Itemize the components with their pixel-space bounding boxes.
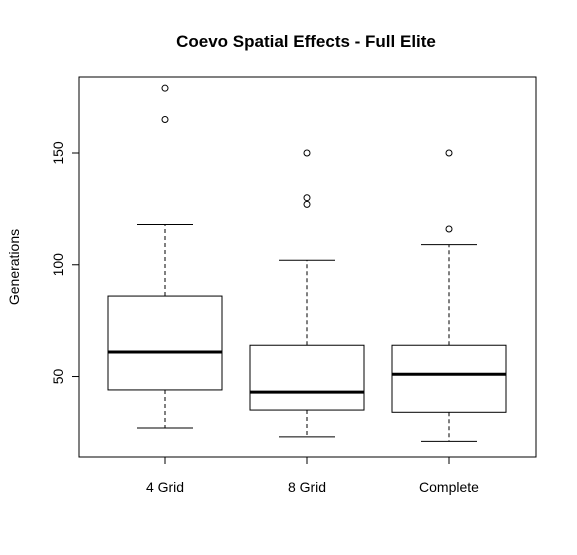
box-iqr: [107, 295, 223, 391]
x-tick-label: Complete: [419, 479, 479, 495]
chart-title: Coevo Spatial Effects - Full Elite: [176, 32, 436, 51]
outlier-point: [303, 149, 311, 157]
box-iqr: [391, 344, 507, 413]
y-tick-label: 100: [50, 253, 66, 277]
outlier-point: [161, 115, 169, 123]
outlier-point: [303, 194, 311, 202]
outlier-point: [445, 149, 453, 157]
x-tick-label: 8 Grid: [288, 479, 326, 495]
box-group: [107, 84, 223, 429]
y-tick-label: 50: [50, 369, 66, 385]
outlier-point: [303, 200, 311, 208]
outlier-point: [161, 84, 169, 92]
y-tick-label: 150: [50, 141, 66, 165]
x-tick-label: 4 Grid: [146, 479, 184, 495]
y-axis-label: Generations: [6, 229, 22, 305]
outlier-point: [445, 225, 453, 233]
box-group: [249, 149, 365, 438]
plot-area: [107, 84, 507, 442]
box-iqr: [249, 344, 365, 411]
box-group: [391, 149, 507, 442]
